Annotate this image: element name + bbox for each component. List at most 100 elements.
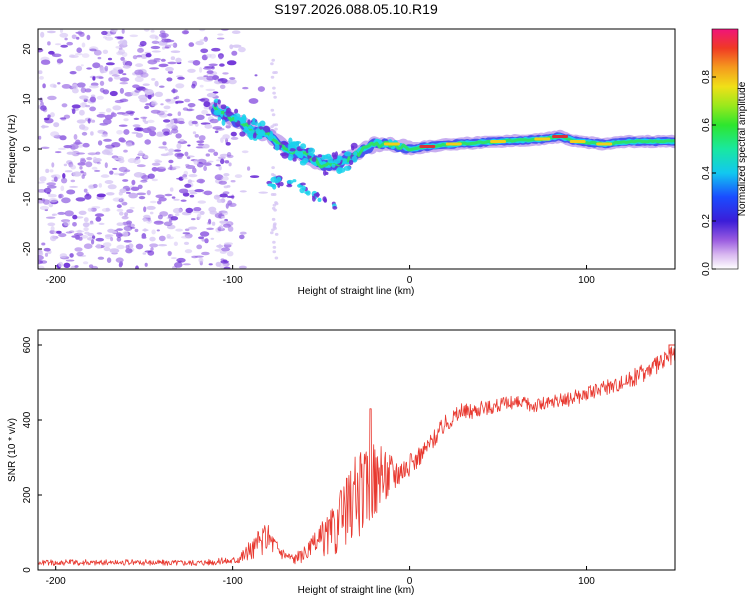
noise-blob — [40, 105, 47, 111]
noise-blob — [83, 243, 93, 249]
noise-blob — [62, 173, 66, 179]
noise-blob — [56, 230, 62, 234]
noise-blob — [210, 237, 215, 240]
noise-blob — [131, 179, 136, 186]
noise-blob — [49, 83, 57, 88]
noise-blob — [59, 253, 68, 259]
ridge-peak — [534, 137, 551, 141]
noise-blob — [38, 255, 44, 261]
noise-blob — [126, 209, 134, 214]
noise-blob — [165, 123, 175, 129]
noise-blob — [198, 257, 204, 263]
noise-blob — [48, 198, 58, 203]
noise-blob — [101, 30, 108, 36]
noise-blob — [120, 56, 125, 61]
noise-blob — [183, 241, 190, 245]
noise-blob — [76, 152, 86, 155]
noise-blob — [169, 43, 175, 46]
noise-blob — [46, 182, 56, 186]
colorbar-tick-label: 0.0 — [701, 262, 712, 276]
noise-blob — [220, 260, 229, 264]
noise-blob — [107, 57, 113, 61]
noise-blob — [121, 215, 129, 220]
noise-blob — [103, 138, 112, 142]
colorbar-frame — [711, 28, 739, 270]
spectrogram-x-label: Height of straight line (km) — [298, 286, 415, 297]
noise-blob — [145, 103, 151, 106]
snr-series-line — [38, 346, 675, 566]
noise-blob — [64, 170, 73, 173]
noise-blob — [39, 260, 48, 264]
noise-blob — [151, 178, 158, 182]
noise-blob — [209, 118, 219, 124]
noise-blob — [157, 200, 162, 205]
noise-blob — [155, 160, 163, 163]
noise-blob — [92, 62, 101, 69]
noise-blob — [70, 164, 76, 170]
ridge-blob — [300, 160, 308, 164]
ridge-blob — [292, 157, 297, 162]
noise-blob — [54, 151, 62, 154]
noise-blob — [92, 76, 96, 81]
noise-blob — [241, 150, 249, 154]
noise-blob — [272, 203, 277, 207]
noise-blob — [270, 62, 274, 66]
noise-blob — [115, 257, 124, 263]
noise-blob — [223, 173, 230, 177]
noise-blob — [118, 49, 125, 55]
noise-blob — [71, 108, 76, 115]
noise-blob — [92, 183, 98, 189]
noise-blob — [121, 29, 125, 34]
noise-blob — [116, 112, 126, 115]
ridge-blob — [213, 109, 222, 116]
noise-blob — [178, 188, 189, 194]
noise-blob — [171, 128, 179, 134]
noise-blob — [198, 236, 205, 240]
noise-blob — [170, 119, 175, 125]
noise-blob — [61, 177, 68, 184]
x-tick-label: 100 — [578, 576, 595, 587]
noise-blob — [91, 265, 98, 269]
noise-blob — [229, 77, 236, 80]
noise-blob — [201, 54, 208, 61]
noise-blob — [100, 174, 110, 178]
ridge-blob — [351, 145, 355, 151]
ridge-blob — [325, 171, 329, 175]
ridge-peak — [383, 142, 400, 146]
noise-blob — [150, 29, 155, 33]
noise-blob — [137, 184, 143, 189]
noise-blob — [82, 261, 89, 265]
noise-blob — [107, 228, 115, 233]
noise-blob — [183, 30, 189, 34]
y-tick-label: 200 — [22, 486, 33, 503]
noise-blob — [45, 216, 56, 219]
noise-blob — [214, 249, 222, 252]
noise-blob — [142, 252, 147, 255]
noise-blob — [196, 140, 205, 144]
noise-blob — [87, 118, 91, 124]
noise-blob — [134, 228, 139, 233]
noise-blob — [79, 95, 89, 100]
noise-blob — [113, 172, 121, 176]
noise-blob — [50, 226, 55, 232]
noise-blob — [118, 124, 128, 127]
noise-blob — [77, 144, 84, 148]
noise-blob — [176, 154, 183, 160]
noise-blob — [63, 220, 71, 226]
ridge-blob — [289, 148, 296, 152]
noise-blob — [270, 75, 275, 79]
noise-blob — [134, 76, 144, 83]
ridge-blob — [344, 151, 352, 157]
colorbar-ticks: 0.0 0.2 0.4 0.6 0.8 — [701, 70, 716, 276]
noise-blob — [172, 207, 183, 214]
secondary-ridge-blob — [270, 176, 277, 183]
noise-blob — [213, 194, 220, 200]
noise-blob — [59, 117, 67, 120]
secondary-ridge-blob — [299, 187, 306, 194]
noise-blob — [171, 196, 176, 199]
noise-blob — [46, 185, 57, 189]
ridge-blob — [274, 143, 280, 151]
noise-blob — [270, 231, 274, 235]
noise-blob — [38, 70, 43, 75]
noise-blob — [135, 132, 143, 138]
